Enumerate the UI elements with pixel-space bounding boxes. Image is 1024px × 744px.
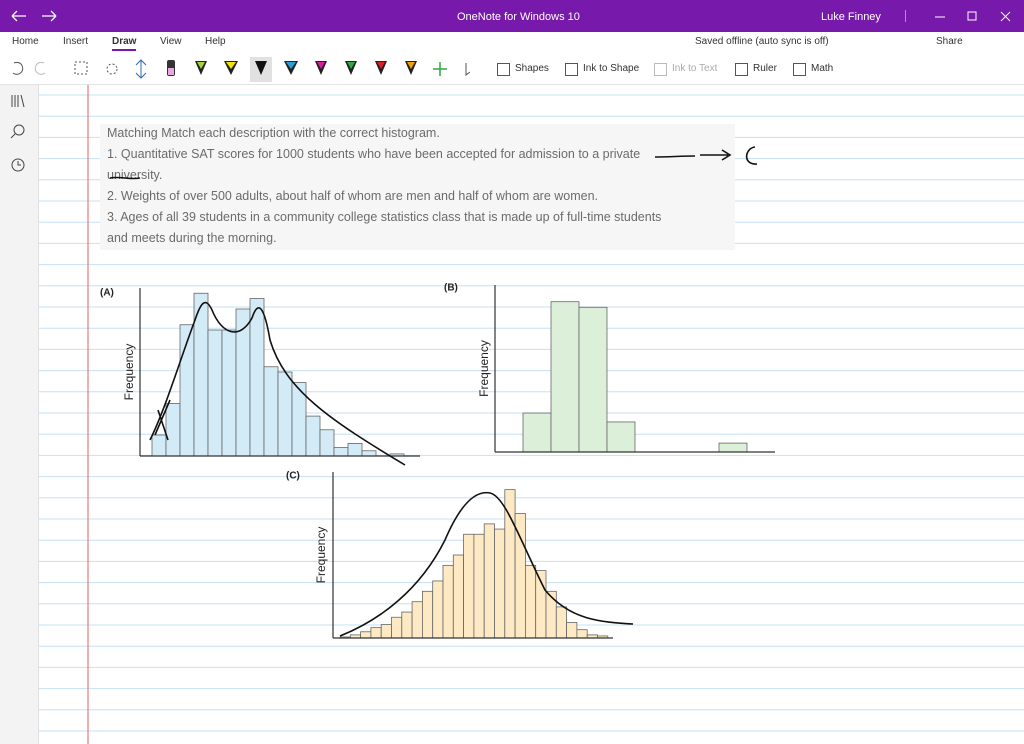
- menu-tab[interactable]: Insert: [63, 36, 89, 47]
- side-icons[interactable]: [0, 85, 38, 185]
- histogram-bar: [578, 306, 608, 453]
- user-name[interactable]: Luke Finney: [821, 11, 881, 23]
- note-line: Matching Match each description with the…: [107, 126, 440, 140]
- y-axis-label: Frequency: [477, 340, 491, 397]
- histogram-bar: [333, 447, 349, 457]
- menu-tab[interactable]: Help: [205, 36, 226, 47]
- histogram-bar: [522, 412, 552, 453]
- tool-icon: [654, 63, 667, 76]
- histogram-bar: [401, 611, 413, 639]
- histogram-bar: [421, 590, 434, 639]
- histogram-bar: [380, 624, 392, 639]
- histogram-bar: [411, 601, 423, 639]
- tool-button[interactable]: Ink to Shape: [583, 63, 640, 74]
- menu-bar: Home Insert Draw View Help Saved offline (aut…: [0, 32, 1024, 54]
- histogram-bar: [483, 523, 495, 639]
- tool-icon: [497, 63, 510, 76]
- histogram-bar: [718, 442, 748, 453]
- side-nav: [0, 85, 39, 744]
- panel-label: (C): [286, 471, 300, 482]
- histogram-bar: [221, 329, 237, 457]
- note-text-block[interactable]: Matching Match each description with the…: [100, 124, 735, 250]
- histogram-bar: [370, 627, 382, 639]
- histogram-bar: [277, 371, 293, 457]
- histogram-bar: [207, 329, 223, 457]
- histogram-bar: [576, 629, 588, 639]
- tool-icon: [735, 63, 748, 76]
- window-controls[interactable]: [905, 0, 1015, 32]
- histogram-bar: [442, 564, 454, 639]
- histogram-bar: [606, 421, 636, 453]
- note-line: university.: [107, 168, 163, 182]
- window-title: OneNote for Windows 10: [457, 11, 580, 23]
- histogram-bar: [452, 554, 464, 639]
- histogram-bar: [555, 606, 567, 639]
- nav-arrows[interactable]: [0, 0, 60, 32]
- histogram-bar: [525, 564, 537, 639]
- tool-button[interactable]: Ruler: [753, 63, 777, 74]
- y-axis-label: Frequency: [122, 344, 136, 401]
- histogram-bar: [361, 450, 377, 457]
- histogram-bar: [263, 366, 279, 457]
- tool-icon: [565, 63, 578, 76]
- histogram-bar: [432, 580, 444, 639]
- title-bar: OneNote for Windows 10 Luke Finney: [0, 0, 1024, 32]
- tool-button[interactable]: Ink to Text: [672, 63, 718, 74]
- menu-tab[interactable]: View: [160, 36, 182, 47]
- draw-toolbar: Shapes Ink to Shape Ink to Text Ruler Math: [0, 54, 1024, 85]
- tool-button[interactable]: Math: [811, 63, 834, 74]
- histogram-bar: [151, 434, 167, 457]
- ink-strokes: [109, 146, 758, 637]
- note-line: and meets during the morning.: [107, 231, 277, 245]
- histogram-bar: [305, 415, 321, 457]
- tool-button[interactable]: Shapes: [515, 63, 549, 74]
- histogram-bar: [473, 533, 485, 639]
- panel-label: (B): [444, 283, 458, 294]
- note-line: 3. Ages of all 39 students in a communit…: [107, 210, 662, 224]
- note-line: 1. Quantitative SAT scores for 1000 stud…: [107, 147, 641, 161]
- histogram-bar: [319, 429, 335, 457]
- histogram-bar: [566, 622, 578, 639]
- histogram-bar: [347, 442, 363, 457]
- pen-tools[interactable]: [0, 54, 470, 84]
- histogram-bar: [550, 301, 580, 453]
- histogram-bar: [391, 616, 403, 639]
- tool-icon: [793, 63, 806, 76]
- menu-tab[interactable]: Draw: [112, 36, 137, 51]
- histogram-bar: [165, 403, 181, 457]
- share-button[interactable]: Share: [936, 36, 963, 47]
- histogram-bar: [514, 513, 526, 639]
- y-axis-label: Frequency: [314, 527, 328, 584]
- histogram-bar: [494, 528, 506, 639]
- histogram-bar: [463, 533, 475, 639]
- sync-status: Saved offline (auto sync is off): [695, 36, 829, 47]
- histogram-bar: [249, 298, 265, 457]
- histogram-bar: [504, 489, 516, 639]
- menu-tab[interactable]: Home: [12, 36, 39, 47]
- histogram-bar: [360, 631, 372, 639]
- panel-label: (A): [100, 288, 114, 299]
- note-line: 2. Weights of over 500 adults, about hal…: [107, 189, 599, 203]
- histogram-bar: [545, 590, 557, 639]
